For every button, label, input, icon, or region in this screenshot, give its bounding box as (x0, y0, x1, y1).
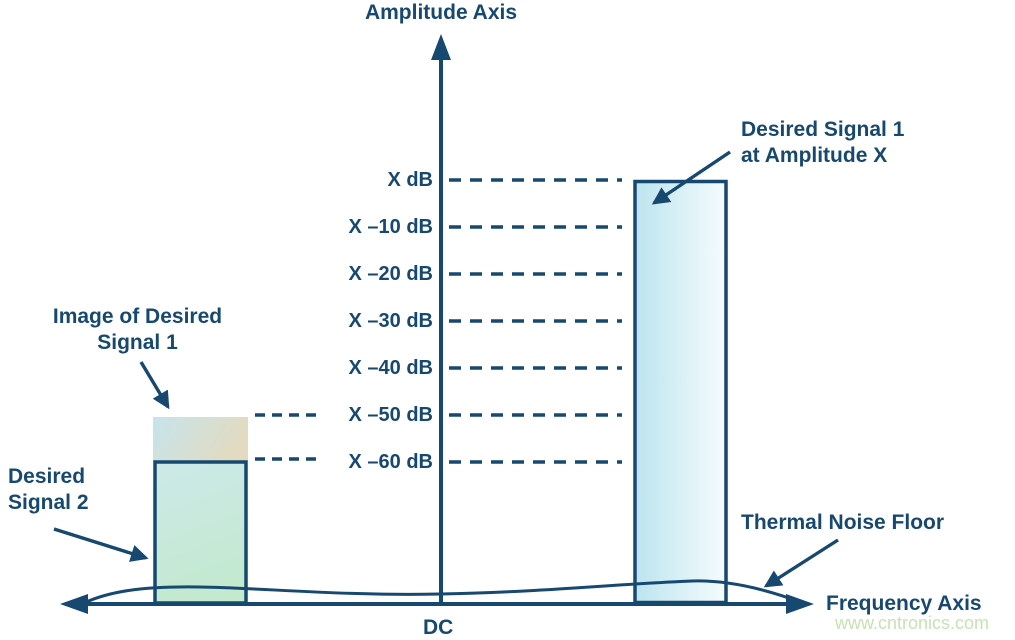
desired-signal-1-arrow (651, 150, 731, 205)
image-of-desired-signal-1-arrow (139, 361, 170, 410)
image-of-desired-signal-1-annotation: Image of Desired Signal 1 (25, 304, 250, 356)
amplitude-axis-title: Amplitude Axis (364, 1, 518, 24)
level-label-x-30-db: X –30 dB (348, 310, 433, 332)
level-label-x-60-db: X –60 dB (348, 451, 433, 473)
thermal-noise-floor-curve (83, 579, 801, 605)
image-annotation-line2: Signal 1 (97, 331, 178, 354)
amplitude-axis-arrowhead (431, 34, 451, 60)
frequency-axis-left-arrowhead (60, 594, 88, 614)
desired-signal-1-bar (633, 179, 728, 605)
db-level-dashes (449, 178, 622, 464)
level-label-x-10-db: X –10 dB (348, 216, 433, 238)
thermal-noise-floor-annotation: Thermal Noise Floor (741, 511, 945, 534)
amplitude-axis (431, 34, 451, 604)
desired-signal-2-annotation-line2: Signal 2 (8, 491, 89, 514)
level-label-x-db: X dB (387, 169, 433, 191)
desired-signal-2-arrow (53, 527, 149, 562)
desired-signal-2-bar (153, 460, 248, 605)
image-of-desired-signal-1-bar (153, 417, 248, 462)
level-label-x-40-db: X –40 dB (348, 357, 433, 379)
desired-signal-2-annotation-line1: Desired (8, 465, 86, 488)
annotation-arrows (53, 150, 839, 588)
level-label-x-50-db: X –50 dB (348, 404, 433, 426)
frequency-axis-title: Frequency Axis (826, 592, 982, 615)
desired-signal-2-annotation: Desired Signal 2 (8, 464, 89, 516)
level-label-x-20-db: X –20 dB (348, 263, 433, 285)
image-annotation-line1: Image of Desired (52, 305, 223, 328)
dc-label: DC (423, 616, 454, 639)
desired-signal-1-annotation-line1: Desired Signal 1 (741, 118, 905, 141)
watermark: www.cntronics.com (835, 613, 990, 633)
thermal-noise-floor-arrow (763, 538, 839, 588)
desired-signal-1-annotation-line2: at Amplitude X (741, 144, 888, 167)
desired-signal-1-annotation: Desired Signal 1 at Amplitude X (741, 117, 904, 169)
